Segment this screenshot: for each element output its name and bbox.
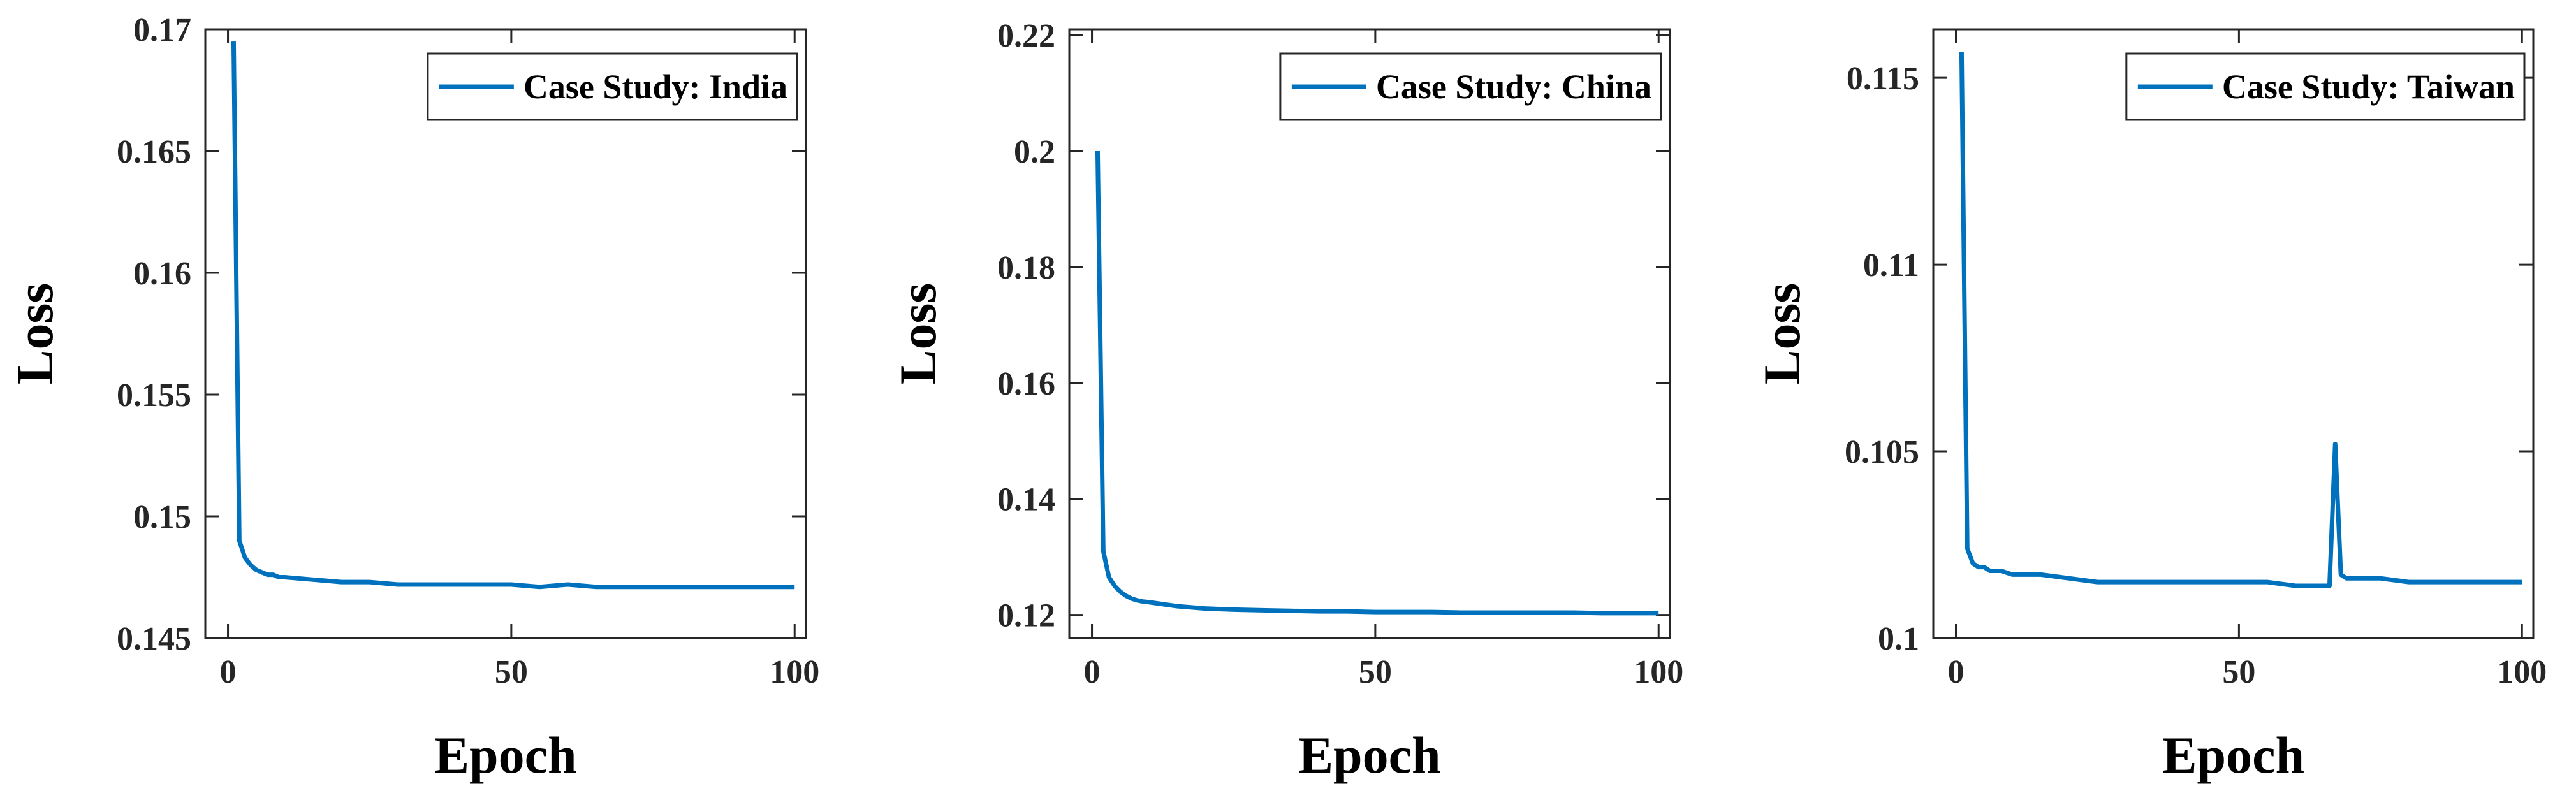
subplot: 0.12 0.14 0.16 0.18 0.2 0.22 0 50 100 Epoch Loss Ca…: [889, 18, 1683, 784]
axes-box: [1932, 28, 2535, 639]
y-tick-label: 0.105: [1845, 434, 1919, 470]
y-tick-label: 0.18: [997, 250, 1055, 286]
legend-label: Case Study: Taiwan: [2222, 68, 2515, 106]
legend: Case Study: Taiwan: [2125, 52, 2526, 121]
y-tick-label: 0.11: [1863, 247, 1919, 284]
y-tick-label: 0.12: [997, 598, 1055, 634]
x-axis-label: Epoch: [2162, 726, 2304, 784]
y-tick-label: 0.2: [1014, 134, 1055, 170]
y-tick-label: 0.155: [117, 377, 191, 414]
axes-box: [1068, 28, 1671, 639]
x-axis-label: Epoch: [1298, 726, 1440, 784]
legend-label: Case Study: India: [523, 68, 787, 106]
x-tick-label: 100: [2497, 654, 2547, 690]
y-axis-label: Loss: [1753, 283, 1811, 385]
y-tick-label: 0.115: [1847, 61, 1919, 97]
x-tick-label: 50: [2222, 654, 2255, 690]
y-axis-label: Loss: [6, 283, 64, 385]
y-tick-label: 0.17: [133, 12, 191, 48]
legend-label: Case Study: China: [1376, 68, 1651, 106]
data-line: [1959, 52, 2522, 588]
y-tick-label: 0.16: [997, 366, 1055, 402]
subplot: 0.145 0.15 0.155 0.16 0.165 0.17 0 50 100 Epoch Lo…: [6, 12, 819, 784]
x-tick-label: 0: [220, 654, 237, 690]
y-tick-label: 0.145: [117, 621, 191, 657]
data-line: [1095, 150, 1659, 616]
x-tick-label: 0: [1948, 654, 1965, 690]
legend: Case Study: China: [1279, 52, 1662, 121]
y-tick-label: 0.15: [133, 499, 191, 535]
x-tick-label: 50: [1359, 654, 1392, 690]
y-tick-label: 0.1: [1878, 621, 1919, 657]
x-tick-label: 0: [1084, 654, 1101, 690]
x-tick-label: 100: [770, 654, 819, 690]
axes-box: [204, 28, 807, 639]
x-axis-label: Epoch: [434, 726, 576, 784]
y-tick-label: 0.22: [997, 18, 1055, 54]
legend: Case Study: India: [427, 52, 798, 121]
y-tick-label: 0.14: [997, 482, 1055, 518]
x-tick-label: 50: [495, 654, 528, 690]
y-axis-label: Loss: [889, 283, 947, 385]
data-line: [231, 41, 795, 590]
y-tick-label: 0.165: [117, 134, 191, 170]
x-tick-label: 100: [1634, 654, 1683, 690]
subplot: 0.1 0.105 0.11 0.115 0 50 100 Epoch Loss Case Stu…: [1753, 28, 2547, 784]
y-tick-label: 0.16: [133, 256, 191, 292]
